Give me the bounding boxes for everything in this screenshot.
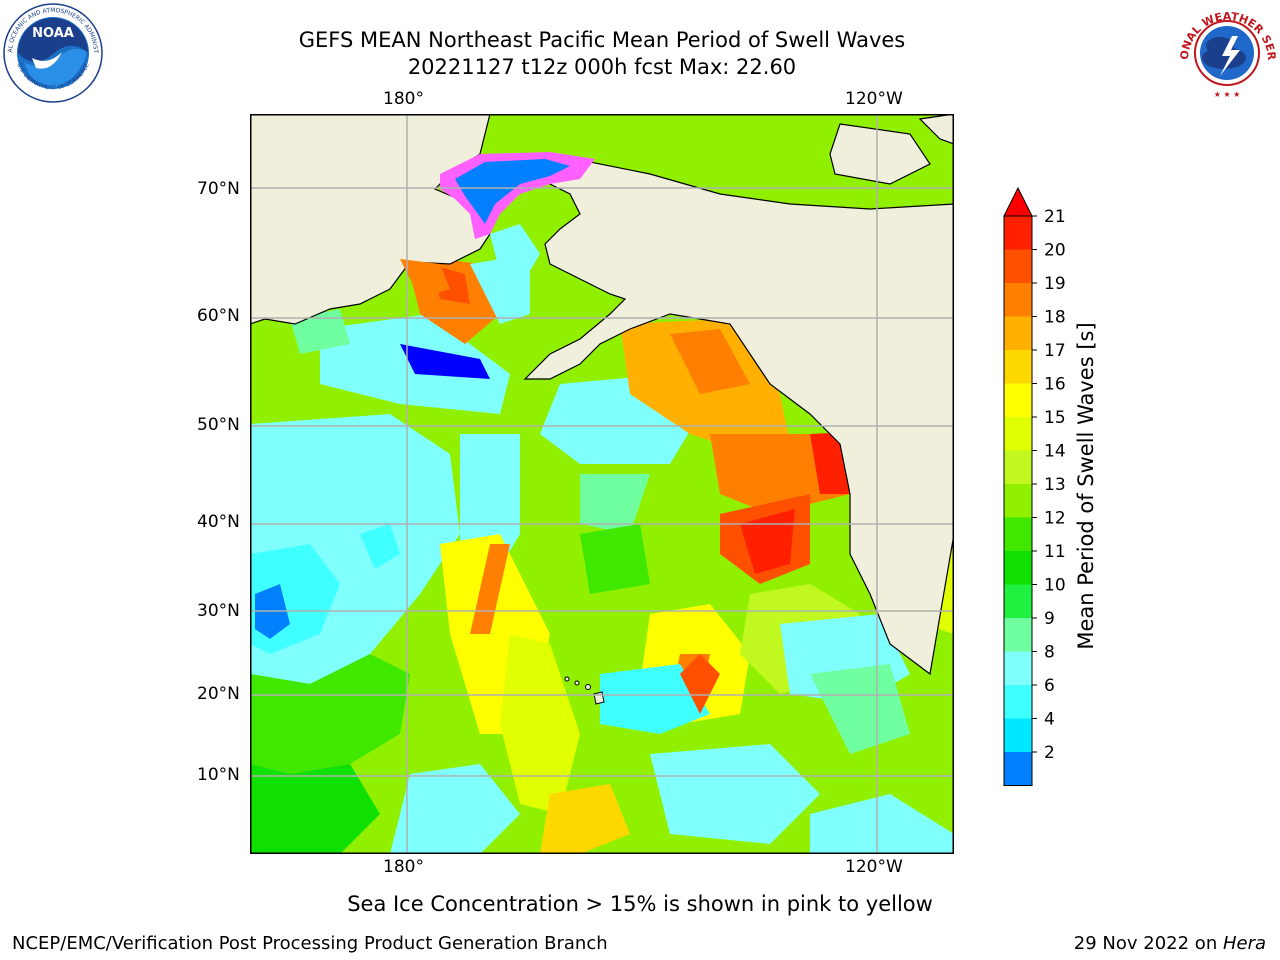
nws-star-icon: ★ ★ ★ xyxy=(1214,90,1241,99)
colorbar-tick-label: 8 xyxy=(1044,643,1055,663)
colorbar-swatch xyxy=(1004,350,1032,384)
host-name: Hera xyxy=(1222,933,1266,954)
colorbar-swatch xyxy=(1004,383,1032,418)
lon-label-top-120w: 120°W xyxy=(845,89,903,109)
colorbar-frame xyxy=(1003,215,1033,786)
colorbar-tick-label: 12 xyxy=(1044,509,1066,529)
colorbar-tick-label: 2 xyxy=(1044,743,1055,763)
colorbar-swatches xyxy=(1003,186,1033,786)
colorbar-ticks: 21 20 19 18 17 16 15 14 13 12 11 10 9 8 6 4 2 xyxy=(1032,207,1066,763)
colorbar-swatch xyxy=(1004,584,1032,619)
colorbar-swatch xyxy=(1004,249,1032,284)
island-maui xyxy=(585,684,591,690)
colorbar-swatch xyxy=(1004,551,1032,585)
noaa-logo-text: NOAA xyxy=(32,26,74,41)
colorbar-swatch xyxy=(1004,316,1032,351)
colorbar-tick-label: 15 xyxy=(1044,408,1066,428)
colorbar-swatch xyxy=(1004,417,1032,451)
colorbar-over-triangle xyxy=(1003,186,1033,217)
colorbar-tick-label: 16 xyxy=(1044,375,1066,395)
land-alaska xyxy=(523,153,954,676)
colorbar-tick-label: 14 xyxy=(1044,442,1066,462)
island-kauai xyxy=(564,676,570,682)
sea-ice-patch xyxy=(400,152,595,299)
map-frame xyxy=(250,114,954,854)
land-masses xyxy=(250,114,954,676)
colorbar-swatch xyxy=(1004,651,1032,686)
lat-label-40n: 40°N xyxy=(197,512,240,532)
colorbar-swatch xyxy=(1004,618,1032,652)
colorbar-tick-label: 4 xyxy=(1044,710,1055,730)
date-line: 29 Nov 2022 on Hera xyxy=(1074,933,1266,954)
map-subtitle: 20221127 t12z 000h fcst Max: 22.60 xyxy=(407,55,797,79)
lat-label-20n: 20°N xyxy=(197,684,240,704)
colorbar-swatch xyxy=(1004,283,1032,317)
swell-field-shading xyxy=(250,254,954,854)
colorbar-tick-label: 17 xyxy=(1044,341,1066,361)
colorbar: 21 20 19 18 17 16 15 14 13 12 11 10 9 8 6 4 2 xyxy=(1003,186,1066,786)
lat-label-50n: 50°N xyxy=(197,415,240,435)
lon-label-bottom-180: 180° xyxy=(383,857,424,877)
colorbar-tick-label: 9 xyxy=(1044,609,1055,629)
colorbar-swatch xyxy=(1004,685,1032,719)
land-arctic-island-1 xyxy=(829,123,931,185)
colorbar-tick-label: 11 xyxy=(1044,542,1066,562)
colorbar-swatch xyxy=(1004,484,1032,518)
lat-label-70n: 70°N xyxy=(197,179,240,199)
colorbar-swatch xyxy=(1004,450,1032,485)
island-oahu xyxy=(574,680,580,686)
colorbar-swatch xyxy=(1004,517,1032,552)
lat-label-30n: 30°N xyxy=(197,601,240,621)
lat-label-60n: 60°N xyxy=(197,306,240,326)
colorbar-tick-label: 19 xyxy=(1044,274,1066,294)
lon-label-bottom-120w: 120°W xyxy=(845,857,903,877)
colorbar-tick-label: 6 xyxy=(1044,676,1055,696)
land-arctic-island-2 xyxy=(918,114,954,145)
date-prefix: 29 Nov 2022 on xyxy=(1073,933,1223,954)
sea-ice-caption: Sea Ice Concentration > 15% is shown in … xyxy=(347,892,933,916)
colorbar-swatch xyxy=(1004,752,1032,786)
colorbar-label: Mean Period of Swell Waves [s] xyxy=(1074,322,1098,650)
colorbar-tick-label: 10 xyxy=(1044,576,1066,596)
colorbar-tick-label: 13 xyxy=(1044,475,1066,495)
map-title: GEFS MEAN Northeast Pacific Mean Period … xyxy=(298,28,906,52)
colorbar-swatch xyxy=(1004,718,1032,753)
colorbar-tick-label: 20 xyxy=(1044,241,1066,261)
colorbar-swatch xyxy=(1004,216,1032,250)
noaa-logo: NATIONAL OCEANIC AND ATMOSPHERIC ADMINIS… xyxy=(0,0,104,104)
lat-label-10n: 10°N xyxy=(197,765,240,785)
colorbar-tick-label: 18 xyxy=(1044,308,1066,328)
swell-period-map xyxy=(250,114,954,854)
credit-line: NCEP/EMC/Verification Post Processing Pr… xyxy=(12,933,608,954)
colorbar-tick-label: 21 xyxy=(1044,207,1066,227)
map-gridlines xyxy=(250,114,954,854)
nws-logo: NATIONAL WEATHER SERVICE ★ ★ ★ xyxy=(1171,0,1278,102)
lon-label-top-180: 180° xyxy=(383,89,424,109)
island-big-island xyxy=(593,691,605,705)
